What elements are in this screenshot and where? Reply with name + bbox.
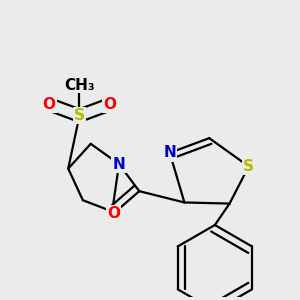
Text: N: N <box>164 145 176 160</box>
Text: CH₃: CH₃ <box>64 78 95 93</box>
Text: S: S <box>243 159 254 174</box>
Text: O: O <box>43 97 56 112</box>
Text: O: O <box>107 206 120 221</box>
Text: O: O <box>103 97 116 112</box>
Text: N: N <box>112 157 125 172</box>
Text: S: S <box>74 108 85 123</box>
